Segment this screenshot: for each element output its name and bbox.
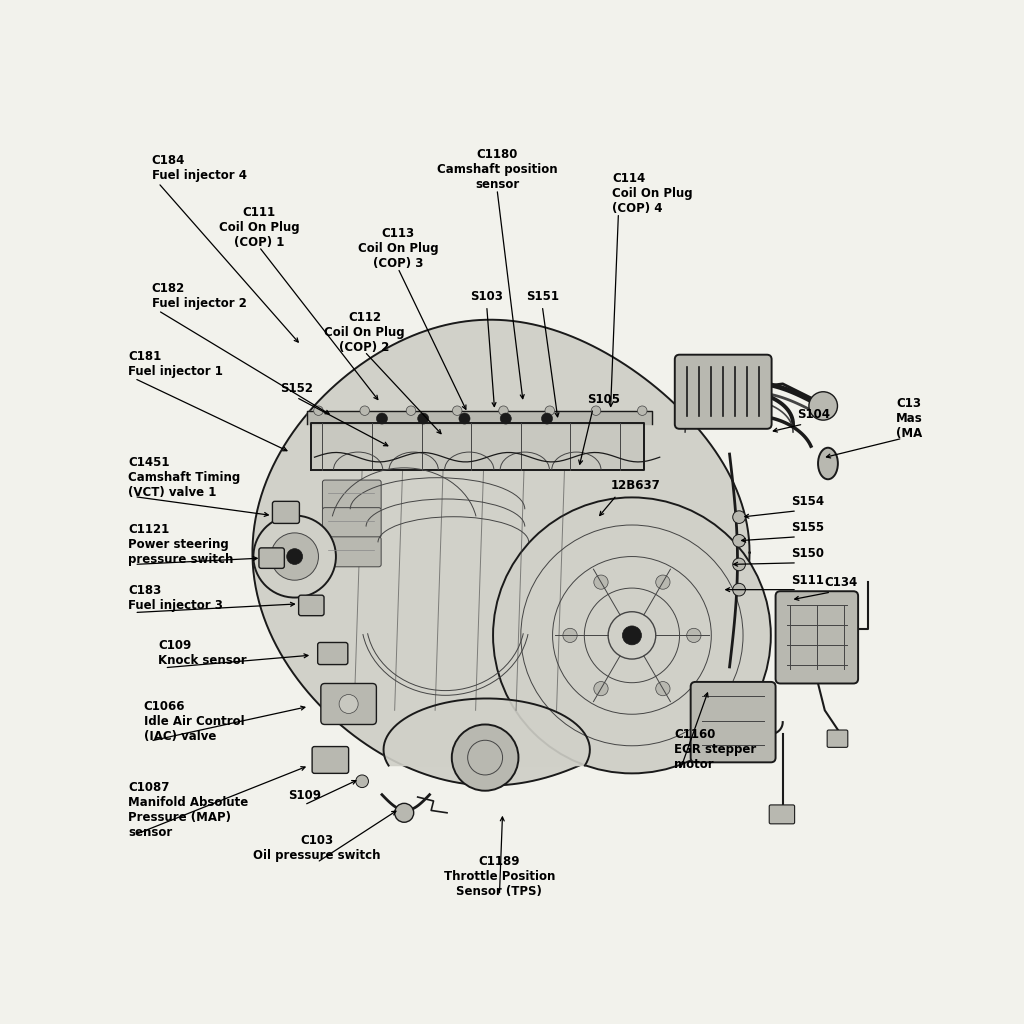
- Circle shape: [459, 413, 470, 424]
- Text: C1121
Power steering
pressure switch: C1121 Power steering pressure switch: [128, 523, 233, 566]
- Circle shape: [407, 406, 416, 416]
- Polygon shape: [310, 423, 644, 470]
- Text: C1066
Idle Air Control
(IAC) valve: C1066 Idle Air Control (IAC) valve: [143, 700, 245, 743]
- Text: C1087
Manifold Absolute
Pressure (MAP)
sensor: C1087 Manifold Absolute Pressure (MAP) s…: [128, 781, 248, 840]
- Circle shape: [394, 804, 414, 822]
- Circle shape: [287, 549, 303, 564]
- Polygon shape: [384, 698, 590, 766]
- Circle shape: [594, 682, 608, 695]
- Circle shape: [655, 682, 670, 695]
- FancyBboxPatch shape: [272, 502, 299, 523]
- Text: C113
Coil On Plug
(COP) 3: C113 Coil On Plug (COP) 3: [357, 227, 438, 270]
- Text: S109: S109: [288, 790, 321, 802]
- FancyBboxPatch shape: [323, 480, 381, 510]
- Text: C184
Fuel injector 4: C184 Fuel injector 4: [152, 155, 247, 182]
- Text: C111
Coil On Plug
(COP) 1: C111 Coil On Plug (COP) 1: [219, 206, 299, 249]
- Circle shape: [733, 535, 745, 547]
- Text: S105: S105: [587, 392, 620, 406]
- Text: S155: S155: [791, 521, 823, 535]
- Text: C1451
Camshaft Timing
(VCT) valve 1: C1451 Camshaft Timing (VCT) valve 1: [128, 456, 241, 499]
- Circle shape: [591, 406, 601, 416]
- Circle shape: [545, 406, 555, 416]
- Ellipse shape: [818, 447, 838, 479]
- Circle shape: [494, 498, 771, 773]
- FancyBboxPatch shape: [323, 508, 381, 538]
- Text: C114
Coil On Plug
(COP) 4: C114 Coil On Plug (COP) 4: [612, 172, 692, 215]
- Circle shape: [270, 532, 318, 581]
- Text: C181
Fuel injector 1: C181 Fuel injector 1: [128, 350, 223, 378]
- Text: C134: C134: [824, 577, 858, 589]
- Circle shape: [542, 413, 553, 424]
- FancyBboxPatch shape: [317, 642, 348, 665]
- Text: S111: S111: [791, 573, 823, 587]
- Text: C13
Mas
(MA: C13 Mas (MA: [896, 397, 923, 440]
- Text: C183
Fuel injector 3: C183 Fuel injector 3: [128, 584, 223, 612]
- Circle shape: [809, 392, 838, 420]
- Circle shape: [563, 629, 578, 642]
- FancyBboxPatch shape: [827, 730, 848, 748]
- Text: C1189
Throttle Position
Sensor (TPS): C1189 Throttle Position Sensor (TPS): [443, 855, 555, 898]
- FancyBboxPatch shape: [312, 746, 348, 773]
- Text: S152: S152: [280, 382, 312, 394]
- Circle shape: [452, 725, 518, 791]
- Circle shape: [499, 406, 508, 416]
- Text: C112
Coil On Plug
(COP) 2: C112 Coil On Plug (COP) 2: [325, 310, 404, 353]
- FancyBboxPatch shape: [675, 354, 772, 429]
- Circle shape: [733, 511, 745, 523]
- FancyBboxPatch shape: [323, 537, 381, 567]
- Polygon shape: [253, 319, 750, 785]
- Circle shape: [355, 775, 369, 787]
- Circle shape: [733, 558, 745, 570]
- Circle shape: [453, 406, 462, 416]
- Text: S104: S104: [797, 409, 830, 421]
- Circle shape: [418, 413, 429, 424]
- Text: C109
Knock sensor: C109 Knock sensor: [158, 639, 247, 668]
- Text: C182
Fuel injector 2: C182 Fuel injector 2: [152, 283, 247, 310]
- FancyBboxPatch shape: [769, 805, 795, 824]
- Circle shape: [253, 515, 336, 598]
- Text: C1180
Camshaft position
sensor: C1180 Camshaft position sensor: [436, 148, 557, 191]
- Text: S151: S151: [525, 290, 559, 303]
- Text: S150: S150: [791, 547, 823, 560]
- Text: C1160
EGR stepper
motor: C1160 EGR stepper motor: [674, 728, 757, 771]
- Text: S154: S154: [791, 495, 823, 508]
- Circle shape: [623, 626, 641, 645]
- Text: S103: S103: [470, 290, 503, 303]
- FancyBboxPatch shape: [321, 683, 377, 725]
- Circle shape: [500, 413, 511, 424]
- Circle shape: [655, 575, 670, 589]
- Circle shape: [313, 406, 324, 416]
- FancyBboxPatch shape: [775, 591, 858, 683]
- Text: 12B637: 12B637: [610, 479, 660, 493]
- Circle shape: [638, 406, 647, 416]
- Circle shape: [687, 629, 701, 642]
- Circle shape: [339, 694, 358, 714]
- Circle shape: [377, 413, 387, 424]
- Text: C103
Oil pressure switch: C103 Oil pressure switch: [253, 835, 381, 862]
- FancyBboxPatch shape: [690, 682, 775, 762]
- Polygon shape: [306, 411, 652, 424]
- FancyBboxPatch shape: [259, 548, 285, 568]
- Circle shape: [733, 584, 745, 596]
- FancyBboxPatch shape: [299, 595, 324, 615]
- Circle shape: [594, 575, 608, 589]
- Circle shape: [360, 406, 370, 416]
